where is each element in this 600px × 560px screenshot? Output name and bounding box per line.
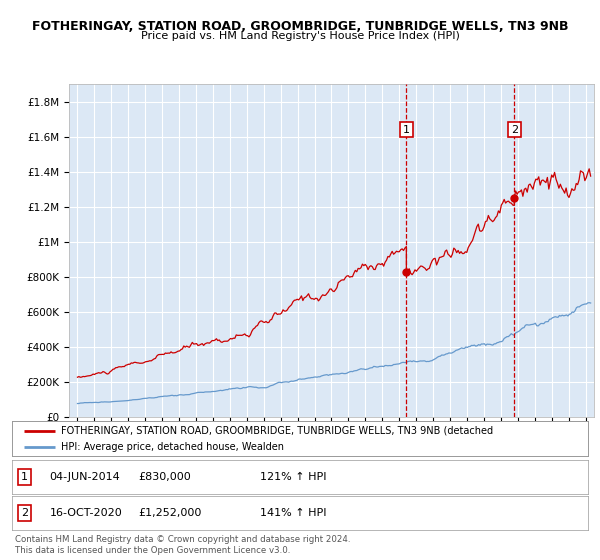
Text: FOTHERINGAY, STATION ROAD, GROOMBRIDGE, TUNBRIDGE WELLS, TN3 9NB (detached: FOTHERINGAY, STATION ROAD, GROOMBRIDGE, … bbox=[61, 426, 493, 436]
Text: 04-JUN-2014: 04-JUN-2014 bbox=[49, 472, 120, 482]
Text: 1: 1 bbox=[21, 472, 28, 482]
Text: Contains HM Land Registry data © Crown copyright and database right 2024.
This d: Contains HM Land Registry data © Crown c… bbox=[15, 535, 350, 555]
Text: 1: 1 bbox=[403, 124, 410, 134]
Text: 141% ↑ HPI: 141% ↑ HPI bbox=[260, 508, 326, 518]
Text: FOTHERINGAY, STATION ROAD, GROOMBRIDGE, TUNBRIDGE WELLS, TN3 9NB: FOTHERINGAY, STATION ROAD, GROOMBRIDGE, … bbox=[32, 20, 568, 32]
Text: 2: 2 bbox=[21, 508, 28, 518]
Text: HPI: Average price, detached house, Wealden: HPI: Average price, detached house, Weal… bbox=[61, 442, 284, 452]
Text: 121% ↑ HPI: 121% ↑ HPI bbox=[260, 472, 326, 482]
Text: Price paid vs. HM Land Registry's House Price Index (HPI): Price paid vs. HM Land Registry's House … bbox=[140, 31, 460, 41]
Text: 2: 2 bbox=[511, 124, 518, 134]
Text: £1,252,000: £1,252,000 bbox=[139, 508, 202, 518]
Text: 16-OCT-2020: 16-OCT-2020 bbox=[49, 508, 122, 518]
Text: £830,000: £830,000 bbox=[139, 472, 191, 482]
